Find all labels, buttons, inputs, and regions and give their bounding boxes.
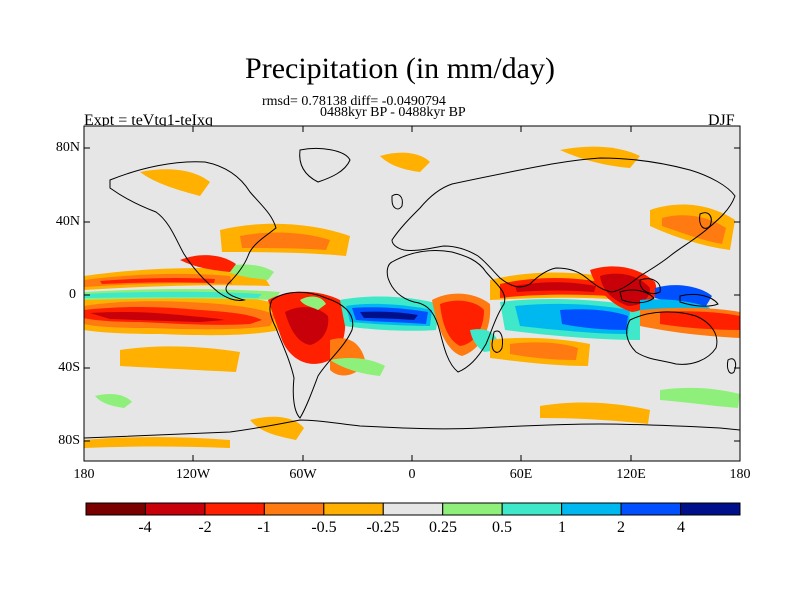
colorbar-label: -0.25 [366,519,400,536]
anomaly-patch [662,215,726,244]
anomaly-patch [120,346,240,372]
anomaly-patch [100,277,215,284]
colorbar-swatch [323,502,384,516]
colorbar-label: 0.25 [429,519,457,536]
lon-tick-label: 180 [73,467,95,482]
anomaly-patch [560,146,640,168]
colorbar-label: 0.5 [492,519,512,536]
colorbar-swatch [144,502,206,516]
coastline-japan [699,212,712,229]
anomaly-patch [380,152,430,172]
anomaly-patch [515,282,596,292]
lon-tick-label: 60W [289,467,317,482]
coastline-indonesia [619,289,655,304]
lat-tick-label: 80N [55,140,80,155]
colorbar-swatch [204,502,265,516]
stats-label: rmsd= 0.78138 diff= -0.0490794 [262,94,446,109]
coastlines [84,147,740,439]
anomaly-patch [250,416,304,440]
anomaly-patch [560,309,628,330]
colorbar-label: -4 [138,519,152,536]
coastline-new-guinea [679,293,719,307]
colorbar-swatch [442,502,503,516]
coastline-madagascar [491,330,503,353]
anomaly-patch [510,342,578,360]
colorbar-label: -0.5 [311,519,337,536]
coastline-south-america [269,291,354,419]
anomaly-patch [84,291,262,298]
anomaly-patch [140,169,210,196]
colorbar-label: -2 [198,519,212,536]
anomaly-patch [660,311,740,330]
period-label: 0488kyr BP - 0488kyr BP [320,105,466,120]
anomaly-patch [360,311,418,320]
colorbar-label: 2 [617,519,625,536]
coastline-antarctica [84,419,740,439]
colorbar-swatch [382,502,444,516]
colorbar-swatch [85,502,146,516]
lat-tick-label: 80S [58,433,80,448]
anomaly-patch [240,232,330,250]
season-label: DJF [708,112,735,129]
anomaly-patch [600,273,650,306]
colorbar-swatch [501,502,563,516]
anomaly-patch [180,255,236,272]
anomaly-patch [300,296,326,310]
coastline-new-zealand [727,358,737,374]
lat-tick-label: 40S [58,360,80,375]
colorbar-swatch [620,502,682,516]
anomaly-patch [220,264,274,280]
coastline-australia [626,311,718,365]
anomaly-patch [84,437,230,448]
coastline-africa [386,249,506,373]
coastline-north-america [109,161,277,301]
colorbar-label: -1 [257,519,271,536]
colorbar-label: 1 [558,519,566,536]
lat-tick-label: 0 [69,287,76,302]
coastline-british-isles [391,193,403,210]
coastline-eurasia [391,157,736,293]
lon-tick-label: 0 [408,467,416,482]
colorbar-swatch [561,502,622,516]
anomaly-patch [330,358,385,376]
experiment-label: Expt = teVtq1-teIxq [84,112,213,129]
lon-tick-label: 120W [175,467,211,482]
colorbar [85,502,741,516]
lat-tick-label: 40N [55,214,80,229]
anomaly-patch [540,402,650,424]
lon-tick-label: 180 [729,467,751,482]
anomaly-patch [95,394,132,408]
anomaly-patch [660,387,740,408]
lon-tick-label: 60E [509,467,533,482]
anomaly-patch [285,307,329,345]
coastline-borneo [639,278,661,295]
anomaly-patch [90,311,225,322]
colorbar-label: 4 [677,519,685,536]
axis-ticks [83,126,741,461]
colorbar-swatch [263,502,325,516]
coastline-greenland [299,147,351,183]
colorbar-swatch [680,502,741,516]
map-title: Precipitation (in mm/day) [245,52,555,85]
lon-tick-label: 120E [616,467,646,482]
